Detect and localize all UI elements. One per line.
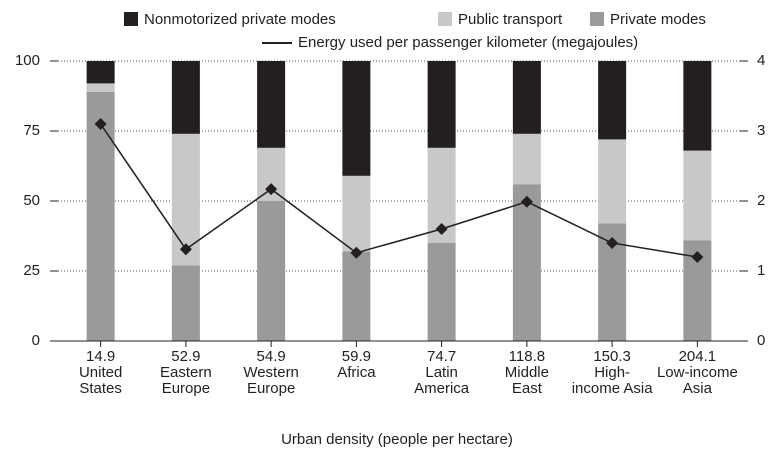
bar-segment [427,61,456,148]
bar-segment [257,61,286,148]
bar-segment [86,83,115,92]
x-tick-label: 74.7 [427,348,456,365]
line-marker [691,251,704,263]
bar-segment [512,61,541,134]
bar-segment [512,184,541,341]
y2-tick-label: 2 [757,192,765,209]
x-tick-label: income Asia [572,380,654,397]
legend-swatch [438,12,452,26]
x-tick-label: Low-income [657,364,738,381]
bar-segment [683,61,712,151]
legend-swatch [590,12,604,26]
bar-segment [342,251,371,341]
bar-segment [86,91,115,341]
x-tick-label: United [79,364,122,381]
legend-swatch [124,12,138,26]
x-tick-label: 52.9 [171,348,200,365]
x-tick-label: East [512,380,543,397]
bar-segment [683,150,712,241]
x-tick-label: 150.3 [593,348,631,365]
x-tick-label: Asia [683,380,713,397]
x-axis-title: Urban density (people per hectare) [281,431,513,448]
y-tick-label: 75 [23,122,40,139]
y2-tick-label: 4 [757,52,765,69]
bar-segment [342,61,371,176]
legend-label: Energy used per passenger kilometer (meg… [298,34,638,51]
line-series [100,123,698,258]
y-tick-label: 50 [23,192,40,209]
line-marker [94,118,107,130]
bar-segment [427,243,456,341]
x-tick-label: 54.9 [257,348,286,365]
line-marker [520,195,533,208]
x-tick-label: Middle [505,364,549,381]
bar-segment [512,133,541,185]
bar-segment [86,61,115,84]
y2-tick-label: 1 [757,262,765,279]
legend-label: Public transport [458,11,563,28]
y-tick-label: 25 [23,262,40,279]
y-tick-label: 100 [15,52,40,69]
x-tick-label: Latin [425,364,458,381]
bar-segment [598,61,627,140]
x-tick-label: Europe [162,380,210,397]
x-tick-label: 59.9 [342,348,371,365]
y2-tick-label: 3 [757,122,765,139]
x-tick-label: High- [594,364,630,381]
line-marker [350,246,363,259]
y2-tick-label: 0 [757,332,765,349]
bar-segment [598,139,627,224]
x-tick-label: Eastern [160,364,212,381]
line-marker [435,223,448,235]
bar-segment [257,201,286,341]
x-tick-label: Europe [247,380,295,397]
legend-label: Nonmotorized private modes [144,11,336,28]
line-marker [265,183,278,196]
x-tick-label: Western [243,364,299,381]
line-marker [179,243,192,256]
bar-segment [171,61,200,134]
legend-label: Private modes [610,11,706,28]
x-tick-label: America [414,380,470,397]
x-tick-label: Africa [337,364,376,381]
x-tick-label: 118.8 [509,348,545,365]
line-marker [606,237,619,249]
bar-segment [171,265,200,341]
y-tick-label: 0 [32,332,40,349]
bar-segment [342,175,371,252]
x-tick-label: States [79,380,122,397]
x-tick-label: 204.1 [679,348,717,365]
x-tick-label: 14.9 [86,348,115,365]
